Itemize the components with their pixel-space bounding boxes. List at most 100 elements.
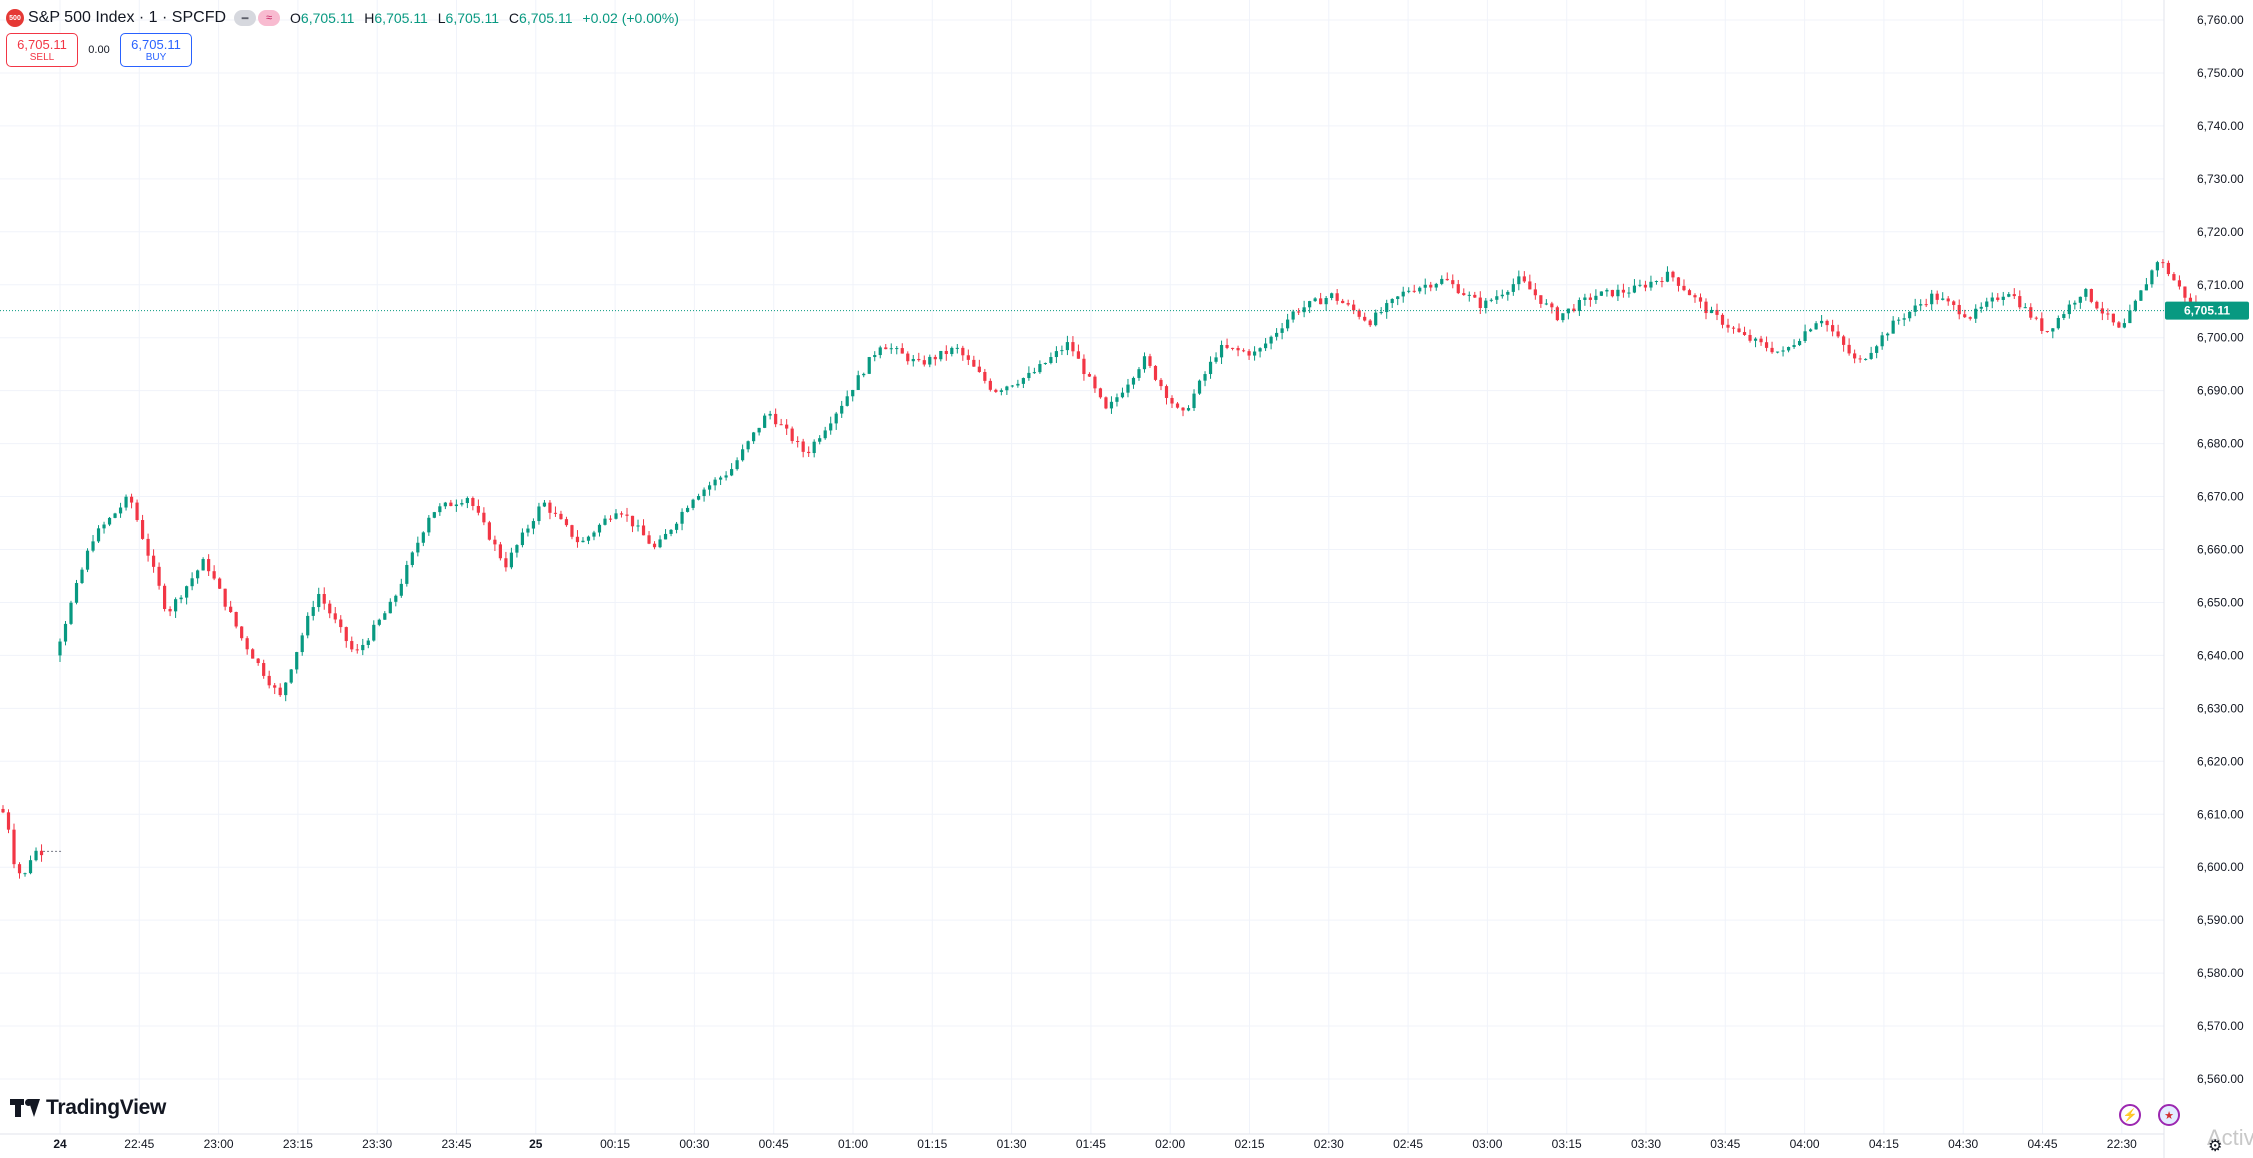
- candle-body: [1203, 374, 1207, 381]
- candle-body: [1330, 293, 1334, 299]
- candle-body: [405, 564, 409, 584]
- chart-grid: [0, 0, 2164, 1134]
- candle-body: [840, 405, 844, 414]
- candle-body: [1109, 401, 1114, 409]
- candle-body: [355, 649, 359, 651]
- buy-button[interactable]: 6,705.11 BUY: [120, 33, 192, 67]
- candle-body: [1792, 345, 1796, 348]
- candle-body: [317, 593, 321, 608]
- symbol-legend: 500 S&P 500 Index · 1 · SPCFD ━ ≈ O6,705…: [6, 7, 685, 29]
- candle-body: [1412, 290, 1416, 292]
- candle-body: [1671, 271, 1675, 278]
- price-tick-label: 6,710.00: [2197, 278, 2244, 292]
- last-price-label-bg: [2165, 301, 2249, 320]
- candle-body: [2111, 313, 2115, 323]
- candle-body: [669, 529, 673, 534]
- candle-body: [988, 380, 992, 390]
- gear-icon[interactable]: ⚙: [2208, 1138, 2223, 1155]
- candle-body: [273, 685, 277, 688]
- candle-body: [1445, 278, 1449, 281]
- sell-button[interactable]: 6,705.11 SELL: [6, 33, 78, 67]
- candle-body: [1236, 348, 1240, 351]
- candle-body: [1407, 290, 1411, 292]
- candle-body: [531, 521, 536, 529]
- candle-body: [251, 649, 255, 659]
- price-tick-label: 6,760.00: [2197, 13, 2244, 27]
- candle-body: [1610, 289, 1615, 297]
- candle-body: [1159, 379, 1163, 387]
- candle-body: [311, 607, 315, 616]
- candle-body: [58, 641, 62, 656]
- candle-body: [570, 525, 574, 537]
- candle-body: [983, 371, 987, 381]
- approx-toggle-icon[interactable]: ≈: [258, 10, 281, 26]
- tradingview-logo-icon: [10, 1097, 40, 1119]
- candle-body: [1583, 297, 1587, 300]
- time-axis[interactable]: 24 22:45 23:00 23:15 23:30 23:45 25 00:15 00:30 0…: [53, 1137, 2137, 1151]
- candle-body: [1753, 338, 1758, 341]
- candle-body: [1181, 407, 1185, 411]
- us-flag-icon[interactable]: ★: [2158, 1104, 2180, 1126]
- candle-body: [212, 571, 216, 579]
- candle-body: [443, 502, 447, 507]
- candle-body: [1126, 384, 1130, 393]
- candle-body: [39, 850, 44, 856]
- candle-body: [922, 360, 926, 365]
- candle-body: [262, 663, 266, 676]
- candle-body: [1533, 289, 1537, 296]
- candle-body: [597, 524, 602, 533]
- hide-indicator-icon[interactable]: ━: [234, 10, 257, 26]
- candle-body: [12, 829, 16, 865]
- candle-body: [944, 350, 948, 355]
- time-tick-label: 02:00: [1155, 1137, 1185, 1151]
- candle-body: [207, 559, 211, 572]
- candle-body: [487, 522, 491, 540]
- candle-body: [1153, 365, 1158, 380]
- candle-body: [1038, 364, 1042, 373]
- candle-body: [961, 347, 965, 356]
- candle-body: [647, 535, 651, 544]
- candle-body: [1643, 284, 1648, 288]
- candle-body: [1891, 320, 1895, 334]
- candle-body: [1687, 290, 1692, 296]
- candle-body: [1286, 319, 1290, 329]
- candle-body: [1649, 281, 1653, 288]
- candle-body: [1968, 317, 1972, 319]
- candle-body: [493, 539, 497, 545]
- candle-body: [685, 507, 690, 512]
- candle-body: [1137, 369, 1141, 378]
- candle-body: [889, 348, 893, 350]
- candle-body: [2045, 330, 2049, 332]
- candle-body: [1775, 351, 1780, 353]
- candle-body: [663, 533, 668, 540]
- candle-body: [1093, 376, 1097, 389]
- price-axis[interactable]: 6,760.00 6,750.00 6,740.00 6,730.00 6,720.00…: [2197, 13, 2244, 1086]
- candle-body: [190, 578, 194, 587]
- candle-body: [1858, 358, 1862, 360]
- candle-body: [366, 640, 370, 645]
- time-tick-label: 00:30: [679, 1137, 709, 1151]
- high-label: H: [364, 10, 375, 26]
- candle-body: [1010, 385, 1014, 387]
- candle-body: [548, 502, 552, 513]
- candle-body: [862, 373, 866, 376]
- symbol-title[interactable]: S&P 500 Index · 1 · SPCFD: [28, 9, 227, 26]
- lightning-icon[interactable]: ⚡: [2119, 1104, 2141, 1126]
- candle-body: [1374, 312, 1378, 326]
- candle-body: [1831, 325, 1835, 332]
- price-tick-label: 6,580.00: [2197, 966, 2244, 980]
- candle-body: [91, 541, 95, 551]
- candle-body: [438, 506, 442, 513]
- tradingview-logo[interactable]: TradingView: [10, 1096, 166, 1120]
- candle-body: [1197, 380, 1202, 394]
- candle-body: [1599, 291, 1603, 296]
- candle-body: [1737, 328, 1741, 333]
- candle-body: [1742, 332, 1747, 335]
- candle-body: [1186, 408, 1191, 411]
- candle-body: [168, 608, 172, 612]
- candle-body: [1324, 298, 1328, 305]
- time-tick-label: 04:30: [1948, 1137, 1978, 1151]
- time-tick-label: 00:45: [759, 1137, 789, 1151]
- candle-body: [1720, 314, 1725, 325]
